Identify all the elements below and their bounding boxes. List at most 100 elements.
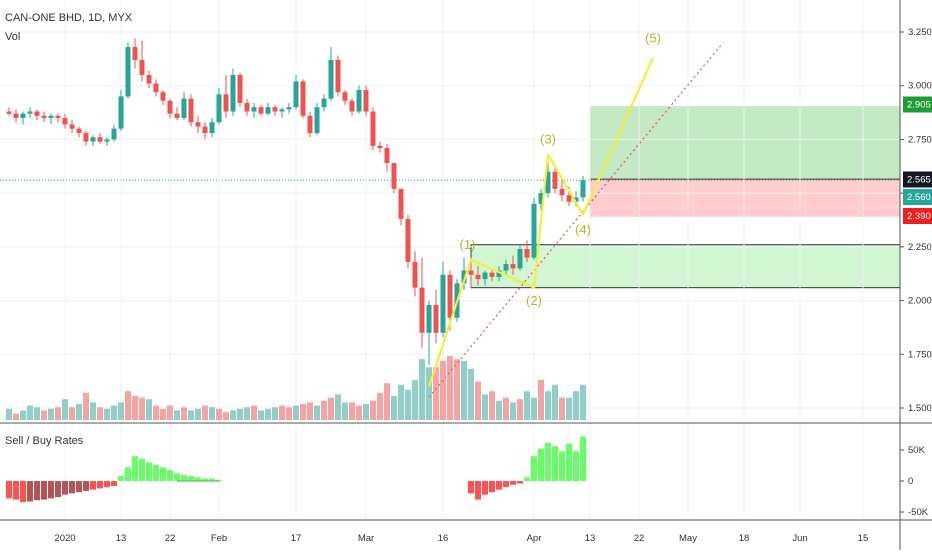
candle (202, 126, 208, 133)
time-tick-label: Mar (358, 533, 374, 544)
price-badge (903, 96, 932, 113)
candles-layer (6, 38, 586, 366)
rate-bar (97, 481, 103, 489)
volume-bar (335, 394, 341, 420)
volume-bar (307, 402, 313, 420)
candle (482, 272, 488, 280)
volume-bar (377, 392, 383, 420)
volume-bar (531, 397, 537, 420)
candle (97, 137, 103, 142)
volume-bar (489, 391, 495, 420)
volume-bar (69, 407, 75, 420)
volume-bar (426, 367, 432, 420)
wave-label: (3) (540, 132, 556, 147)
volume-bar (76, 404, 82, 420)
volume-bar (524, 391, 530, 420)
candle (62, 117, 68, 125)
candle (34, 111, 40, 116)
rate-bar (174, 473, 180, 481)
time-tick-label: 18 (739, 533, 750, 544)
candle (475, 274, 481, 280)
candle (125, 47, 131, 97)
price-tick-label: 1.750 (908, 349, 932, 360)
rate-bar (181, 474, 187, 481)
time-tick-label: 13 (585, 533, 596, 544)
volume-bar (398, 384, 404, 420)
wave-label: (4) (575, 222, 591, 237)
rate-bar (167, 469, 173, 481)
rate-bar (195, 477, 201, 481)
rate-bar (139, 458, 145, 481)
volume-bar (412, 380, 418, 420)
rate-bar (90, 481, 96, 490)
volume-bar (202, 405, 208, 420)
rate-bar (62, 481, 68, 495)
volume-bar (475, 381, 481, 420)
volume-bar (496, 400, 502, 420)
candle (48, 115, 54, 118)
time-tick-label: Apr (527, 533, 542, 544)
volume-bar (321, 400, 327, 420)
volume-bar (580, 384, 586, 420)
candle (6, 111, 12, 114)
volume-bar (405, 389, 411, 420)
candle (300, 81, 306, 116)
rate-bar (104, 481, 110, 488)
volume-bar (384, 383, 390, 420)
rate-bar (573, 451, 579, 481)
volume-bar (286, 407, 292, 420)
price-tick-label: 2.250 (908, 242, 932, 253)
candle (146, 74, 152, 84)
time-tick-label: 13 (116, 533, 127, 544)
rate-bar (153, 464, 159, 481)
rates-tick-label: 0 (908, 476, 913, 487)
candle (391, 163, 397, 189)
volume-bar (440, 360, 446, 420)
volume-bar (132, 396, 138, 420)
candle (573, 197, 579, 202)
volume-bar (244, 407, 250, 420)
volume-bar (510, 402, 516, 420)
volume-bar (153, 405, 159, 420)
price-badge-label: 2.565 (907, 175, 931, 186)
time-tick-label: 15 (858, 533, 869, 544)
volume-bar (461, 360, 467, 420)
rate-bar (146, 462, 152, 481)
volume-bar (272, 407, 278, 420)
price-badge-label: 2.390 (907, 211, 931, 222)
candle (538, 193, 544, 204)
rate-bar (489, 481, 495, 493)
volume-bar (258, 410, 264, 420)
volume-bar (104, 408, 110, 420)
rate-bar (496, 481, 502, 490)
rate-bar (552, 446, 558, 481)
time-tick-label: May (679, 533, 697, 544)
volume-bar (237, 408, 243, 420)
candle (167, 100, 173, 114)
volume-bar (293, 405, 299, 420)
volume-bar (118, 402, 124, 420)
volume-bar (125, 391, 131, 420)
price-badge-label: 2.560 (907, 192, 931, 203)
volume-bar (251, 405, 257, 420)
candle (181, 98, 187, 118)
candle (580, 180, 586, 198)
rate-bar (6, 481, 12, 499)
rate-bar (188, 476, 194, 481)
candle (559, 188, 565, 196)
candle (41, 115, 47, 118)
candle (160, 92, 166, 101)
volume-bar (111, 405, 117, 420)
volume-bar (559, 397, 565, 420)
candle (139, 59, 145, 75)
candle (363, 90, 369, 112)
price-tick-label: 1.500 (908, 403, 932, 414)
candle (104, 139, 110, 142)
volume-bar (468, 368, 474, 420)
volume-bar (433, 367, 439, 420)
time-tick-label: 22 (634, 533, 645, 544)
volume-bar (503, 397, 509, 420)
time-tick-label: 17 (291, 533, 302, 544)
zone-target (590, 106, 900, 180)
